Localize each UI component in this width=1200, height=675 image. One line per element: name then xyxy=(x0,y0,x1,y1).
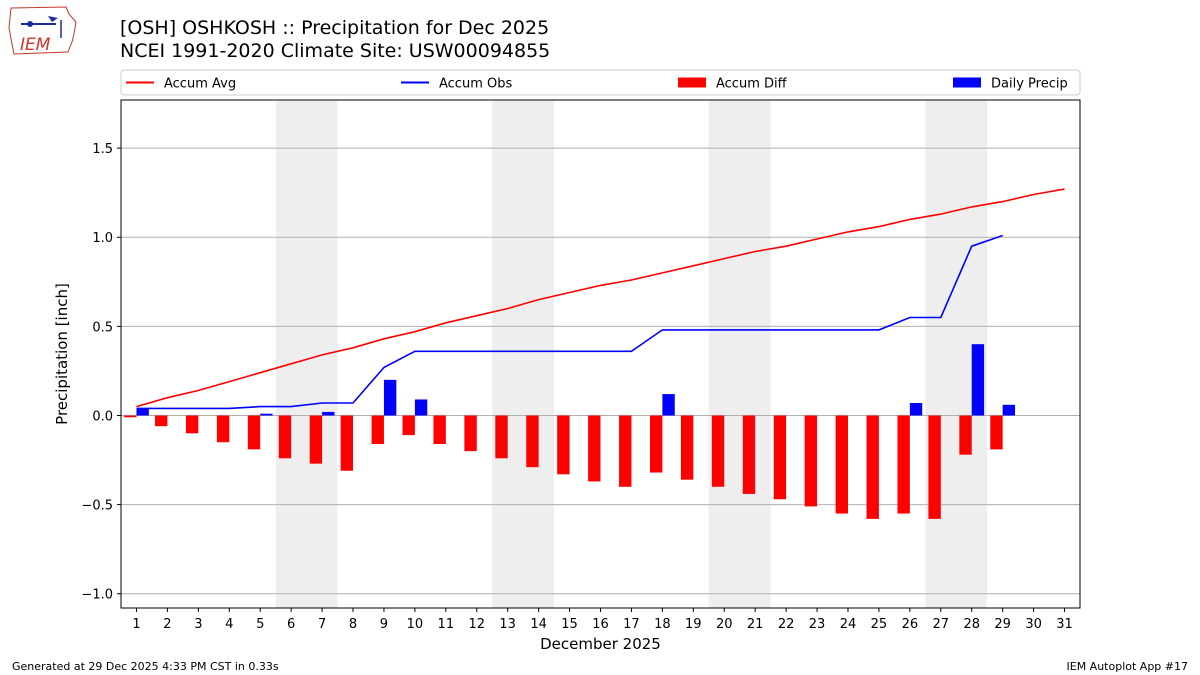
xtick-label: 1 xyxy=(132,617,140,632)
legend-box xyxy=(120,69,1081,96)
accum-diff-bar-27 xyxy=(928,415,941,519)
accum-diff-bar-23 xyxy=(804,415,818,507)
xtick-label: 7 xyxy=(318,617,326,632)
legend-swatch-accum-diff xyxy=(678,77,706,88)
accum-diff-bar-26 xyxy=(897,415,910,514)
xtick-label: 11 xyxy=(438,617,455,632)
logo-text: IEM xyxy=(20,35,51,55)
daily-precip-bar-29 xyxy=(1002,404,1016,416)
xtick-label: 25 xyxy=(871,617,888,632)
xtick-label: 29 xyxy=(994,617,1011,632)
xtick-label: 20 xyxy=(716,617,733,632)
accum-obs-line xyxy=(136,234,1003,410)
legend-label-accum-avg: Accum Avg xyxy=(164,77,236,92)
chart-title: [OSH] OSHKOSH :: Precipitation for Dec 2… xyxy=(120,17,550,39)
accum-diff-bar-10 xyxy=(402,415,415,436)
ytick-label: 0.0 xyxy=(92,409,113,424)
accum-diff-bar-7 xyxy=(309,415,323,464)
footer-app: IEM Autoplot App #17 xyxy=(1066,660,1189,673)
xtick-label: 18 xyxy=(654,617,671,632)
daily-precip-bar-28 xyxy=(971,344,985,416)
accum-diff-bar-9 xyxy=(371,415,384,445)
xtick-label: 6 xyxy=(287,617,295,632)
daily-precip-bar-1 xyxy=(136,408,149,416)
ytick-label: 0.5 xyxy=(92,320,113,335)
accum-diff-bar-25 xyxy=(866,415,879,519)
ytick-label: −0.5 xyxy=(81,499,113,514)
xtick-label: 21 xyxy=(747,617,764,632)
xtick-label: 23 xyxy=(809,617,826,632)
footer-generated: Generated at 29 Dec 2025 4:33 PM CST in … xyxy=(12,660,279,673)
accum-diff-bar-24 xyxy=(835,415,848,514)
xtick-label: 16 xyxy=(592,617,609,632)
iowa-outline-icon xyxy=(8,6,77,55)
xtick-label: 5 xyxy=(256,617,264,632)
chart-subtitle: NCEI 1991-2020 Climate Site: USW00094855 xyxy=(120,40,551,62)
daily-precip-bar-26 xyxy=(909,403,923,416)
xtick-label: 4 xyxy=(225,617,233,632)
legend-label-accum-diff: Accum Diff xyxy=(716,77,788,92)
xtick-label: 30 xyxy=(1025,617,1042,632)
iem-logo: IEM xyxy=(8,6,77,55)
accum-diff-bar-17 xyxy=(619,415,632,487)
xtick-label: 3 xyxy=(194,617,202,632)
ytick-label: 1.5 xyxy=(92,142,113,157)
daily-precip-bar-10 xyxy=(414,399,428,416)
accum-diff-bar-20 xyxy=(711,415,725,487)
xtick-label: 15 xyxy=(561,617,578,632)
daily-precip-bar-18 xyxy=(662,394,675,416)
daily-precip-bar-5 xyxy=(260,413,273,416)
accum-diff-bar-6 xyxy=(278,415,292,459)
accum-diff-bar-4 xyxy=(216,415,230,443)
y-axis-label: Precipitation [inch] xyxy=(53,283,71,425)
accum-diff-bar-16 xyxy=(588,415,601,482)
weekend-shade-1 xyxy=(492,100,555,608)
accum-diff-bar-12 xyxy=(464,415,477,452)
accum-diff-bar-11 xyxy=(433,415,446,445)
accum-diff-bar-28 xyxy=(959,415,972,455)
xtick-label: 13 xyxy=(499,617,516,632)
accum-diff-bar-8 xyxy=(340,415,354,471)
accum-diff-bar-3 xyxy=(185,415,199,434)
x-axis-label: December 2025 xyxy=(540,635,661,653)
station-dot-icon xyxy=(27,21,33,27)
xtick-label: 24 xyxy=(840,617,857,632)
accum-diff-bar-29 xyxy=(990,415,1003,450)
xtick-label: 26 xyxy=(902,617,919,632)
xtick-label: 2 xyxy=(163,617,171,632)
ytick-label: −1.0 xyxy=(81,588,113,603)
xtick-label: 10 xyxy=(407,617,424,632)
accum-diff-bar-5 xyxy=(247,415,261,450)
legend-swatch-daily-precip xyxy=(953,77,981,88)
xtick-label: 12 xyxy=(468,617,485,632)
xtick-label: 14 xyxy=(530,617,547,632)
accum-diff-bar-14 xyxy=(526,415,539,468)
xtick-label: 8 xyxy=(349,617,357,632)
xtick-label: 28 xyxy=(963,617,980,632)
legend-label-accum-obs: Accum Obs xyxy=(439,77,512,92)
ytick-label: 1.0 xyxy=(92,231,113,246)
accum-diff-bar-15 xyxy=(557,415,570,475)
legend-label-daily-precip: Daily Precip xyxy=(991,77,1068,92)
accum-diff-bar-19 xyxy=(680,415,694,480)
accum-avg-line xyxy=(136,188,1065,408)
xtick-label: 27 xyxy=(933,617,950,632)
accum-diff-bar-18 xyxy=(649,415,663,473)
xtick-label: 9 xyxy=(380,617,388,632)
xtick-label: 17 xyxy=(623,617,640,632)
accum-diff-bar-1 xyxy=(124,415,137,418)
accum-diff-bar-13 xyxy=(495,415,508,459)
weekend-shade-2 xyxy=(708,100,771,608)
daily-precip-bar-7 xyxy=(322,411,335,416)
daily-precip-bar-9 xyxy=(383,379,397,416)
flag-icon xyxy=(48,16,58,22)
accum-diff-bar-2 xyxy=(155,415,168,427)
xtick-label: 19 xyxy=(685,617,702,632)
xtick-label: 31 xyxy=(1056,617,1073,632)
xtick-label: 22 xyxy=(778,617,795,632)
accum-diff-bar-21 xyxy=(742,415,756,494)
accum-diff-bar-22 xyxy=(773,415,787,500)
